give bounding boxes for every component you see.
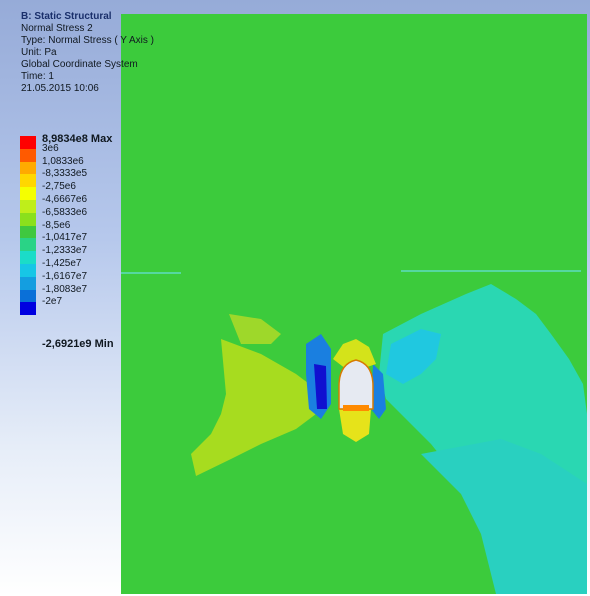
legend-row: -1,0417e7: [20, 225, 87, 243]
legend-swatch: [20, 302, 36, 316]
result-type: Type: Normal Stress ( Y Axis ): [21, 35, 155, 46]
contour-svg: [121, 14, 587, 594]
legend-value-label: -1,2333e7: [42, 245, 88, 257]
legend-swatch: [20, 289, 36, 303]
result-unit: Unit: Pa: [21, 47, 57, 58]
legend-swatch: [20, 187, 36, 200]
result-info-panel: B: Static Structural Normal Stress 2 Typ…: [21, 11, 154, 95]
yellow-zone-floor: [339, 409, 371, 442]
cyan-region-inner: [386, 329, 441, 384]
legend-min-label: -2,6921e9 Min: [42, 338, 114, 350]
legend-max-label: 8,9834e8 Max: [42, 133, 113, 145]
result-time: Time: 1: [21, 71, 54, 82]
legend-row: -1,8083e7: [20, 276, 87, 295]
stress-contour-plot[interactable]: [121, 14, 587, 594]
legend-value-label: -6,5833e6: [42, 206, 88, 218]
teal-region-lower: [421, 439, 587, 594]
legend-row: 3e6: [20, 136, 87, 154]
blue-zone-right: [371, 364, 386, 419]
dotted-band-left: [121, 272, 181, 274]
legend-swatch: [20, 148, 36, 162]
legend-swatch: [20, 276, 36, 290]
legend-swatch: [20, 251, 36, 264]
legend-swatch: [20, 263, 36, 277]
legend-row: -8,3333e5: [20, 161, 87, 179]
yellow-zone-crown: [333, 339, 376, 369]
legend-value-label: -2,75e6: [42, 181, 76, 193]
legend-row: -4,6667e6: [20, 187, 87, 205]
tunnel-opening: [338, 359, 374, 410]
legend-value-label: -1,8083e7: [42, 283, 88, 295]
legend-value-label: -1,6167e7: [42, 270, 88, 282]
legend-value-label: -8,5e6: [42, 219, 71, 231]
legend-value-label: -8,3333e5: [42, 168, 88, 180]
result-date: 21.05.2015 10:06: [21, 83, 99, 94]
legend-value-label: -1,0417e7: [42, 232, 88, 244]
legend-swatch: [20, 136, 36, 149]
legend-row: -1,2333e7: [20, 238, 87, 256]
legend-swatch: [20, 212, 36, 226]
legend-value-label: -2e7: [42, 296, 63, 308]
legend-value-label: -1,425e7: [42, 258, 82, 270]
yellowgreen-region-upper: [229, 314, 281, 344]
legend-row: -1,6167e7: [20, 263, 87, 282]
dotted-band-right: [401, 270, 581, 272]
legend-row: 1,0833e6: [20, 148, 87, 167]
coordinate-system: Global Coordinate System: [21, 59, 138, 70]
legend-row: -2,75e6: [20, 174, 87, 192]
darkblue-zone-left: [314, 364, 327, 409]
yellowgreen-region-left: [191, 339, 316, 476]
legend-swatch: [20, 199, 36, 213]
legend-row: -1,425e7: [20, 251, 87, 269]
legend-swatch: [20, 238, 36, 252]
analysis-title: B: Static Structural: [21, 11, 112, 22]
legend-row: -6,5833e6: [20, 199, 87, 218]
legend-rows: 3e6 1,0833e6 -8,3333e5 -2,75e6 -4,6667e6 -6,5…: [20, 136, 87, 316]
legend-swatch: [20, 225, 36, 239]
color-legend[interactable]: 8,9834e8 Max 3e6 1,0833e6 -8,3333e5 -2,75e6…: [20, 133, 114, 350]
legend-row: [20, 302, 87, 316]
legend-row: -8,5e6: [20, 212, 87, 231]
legend-value-label: -4,6667e6: [42, 194, 88, 206]
result-name: Normal Stress 2: [21, 23, 93, 34]
legend-value-label: 1,0833e6: [42, 155, 84, 167]
legend-row: -2e7: [20, 289, 87, 307]
tunnel-invert: [343, 405, 369, 411]
legend-swatch: [20, 174, 36, 188]
legend-swatch: [20, 161, 36, 175]
legend-value-label: 3e6: [42, 142, 59, 154]
